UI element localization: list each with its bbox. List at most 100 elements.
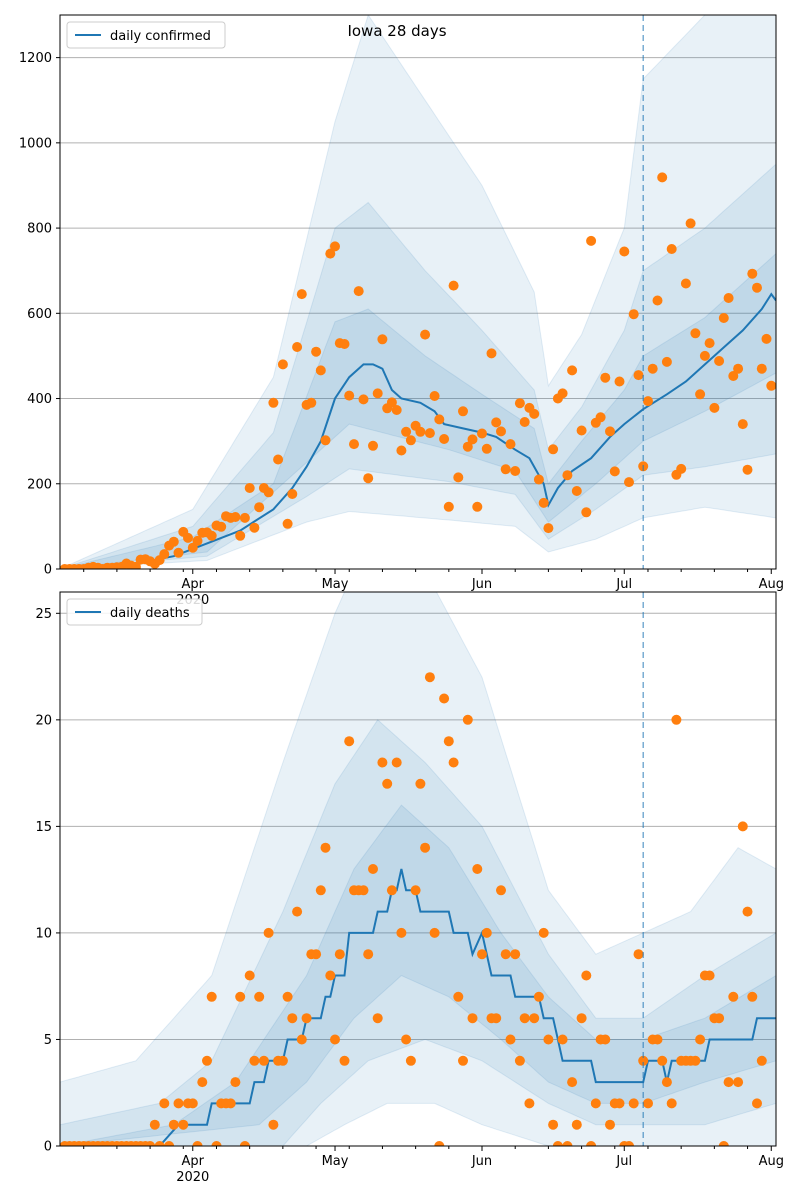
observed-point bbox=[377, 334, 388, 345]
observed-point bbox=[538, 927, 549, 938]
observed-point bbox=[230, 1077, 241, 1088]
observed-point bbox=[216, 521, 227, 532]
observed-point bbox=[491, 1013, 502, 1024]
observed-point bbox=[742, 906, 753, 917]
observed-point bbox=[448, 757, 459, 768]
observed-point bbox=[595, 412, 606, 423]
observed-point bbox=[562, 470, 573, 481]
x-tick-label: Jul bbox=[615, 577, 632, 592]
observed-point bbox=[330, 241, 340, 252]
chart-title: Iowa 28 days bbox=[347, 22, 446, 40]
observed-point bbox=[657, 172, 668, 183]
observed-point bbox=[514, 1055, 525, 1066]
observed-point bbox=[358, 885, 369, 896]
observed-point bbox=[756, 363, 767, 374]
observed-point bbox=[292, 906, 303, 917]
observed-point bbox=[415, 426, 426, 437]
observed-point bbox=[505, 1034, 516, 1045]
observed-point bbox=[254, 502, 265, 513]
observed-point bbox=[334, 949, 345, 960]
observed-point bbox=[462, 714, 473, 725]
observed-point bbox=[695, 1034, 706, 1045]
observed-point bbox=[548, 1119, 559, 1130]
observed-point bbox=[728, 991, 739, 1002]
observed-point bbox=[339, 1055, 350, 1066]
observed-point bbox=[405, 435, 416, 446]
observed-point bbox=[268, 1119, 279, 1130]
observed-point bbox=[225, 1098, 236, 1109]
observed-point bbox=[391, 405, 402, 415]
observed-point bbox=[766, 380, 776, 391]
observed-point bbox=[619, 246, 630, 257]
observed-point bbox=[301, 1013, 312, 1024]
observed-point bbox=[230, 512, 241, 522]
observed-point bbox=[368, 440, 378, 451]
observed-point bbox=[538, 497, 549, 508]
observed-point bbox=[235, 991, 246, 1002]
observed-point bbox=[268, 397, 279, 408]
observed-point bbox=[311, 346, 322, 357]
observed-point bbox=[590, 1098, 601, 1109]
observed-point bbox=[723, 293, 734, 303]
observed-point bbox=[415, 778, 426, 789]
observed-point bbox=[543, 523, 554, 534]
observed-point bbox=[652, 1034, 663, 1045]
observed-point bbox=[258, 1055, 269, 1066]
x-tick-label: Apr bbox=[182, 1154, 205, 1169]
observed-point bbox=[680, 278, 691, 289]
observed-point bbox=[277, 359, 288, 370]
observed-point bbox=[254, 991, 265, 1002]
observed-point bbox=[282, 991, 293, 1002]
observed-point bbox=[723, 1077, 734, 1088]
observed-point bbox=[685, 218, 696, 229]
model-line-confirmed bbox=[60, 292, 776, 569]
observed-point bbox=[652, 295, 663, 306]
observed-point bbox=[263, 487, 274, 498]
observed-point bbox=[605, 1119, 615, 1130]
observed-point bbox=[325, 970, 336, 981]
observed-point bbox=[562, 1141, 573, 1146]
observed-point bbox=[543, 1034, 554, 1045]
y-tick-label: 200 bbox=[27, 477, 52, 492]
observed-point bbox=[600, 372, 611, 383]
observed-point bbox=[439, 693, 450, 704]
y-tick-label: 5 bbox=[44, 1033, 52, 1048]
observed-point bbox=[273, 454, 284, 465]
observed-point bbox=[372, 1013, 383, 1024]
observed-point bbox=[510, 949, 521, 960]
observed-point bbox=[401, 1034, 412, 1045]
observed-point bbox=[519, 417, 530, 427]
observed-point bbox=[420, 842, 431, 853]
observed-point bbox=[477, 428, 487, 439]
observed-point bbox=[747, 268, 758, 279]
uncertainty-band-3 bbox=[60, 252, 776, 569]
legend: daily confirmed bbox=[66, 21, 226, 49]
observed-point bbox=[586, 1141, 597, 1146]
observed-point bbox=[718, 313, 729, 323]
x-tick-label: May bbox=[322, 1154, 349, 1169]
observed-point bbox=[666, 244, 677, 254]
observed-point bbox=[372, 388, 383, 399]
x-tick-label: Aug bbox=[759, 1154, 784, 1169]
x-tick-sublabel: 2020 bbox=[176, 1170, 209, 1185]
y-tick-label: 0 bbox=[44, 1140, 52, 1155]
observed-point bbox=[405, 1055, 416, 1066]
observed-point bbox=[643, 396, 653, 407]
observed-point bbox=[500, 464, 511, 475]
y-tick-label: 1200 bbox=[19, 51, 52, 66]
observed-point bbox=[320, 842, 331, 853]
observed-point bbox=[277, 1055, 288, 1066]
observed-point bbox=[571, 486, 582, 496]
observed-point bbox=[401, 426, 412, 437]
observed-point bbox=[462, 441, 473, 452]
y-tick-label: 25 bbox=[35, 607, 52, 622]
observed-point bbox=[154, 1141, 165, 1146]
observed-point bbox=[192, 535, 203, 546]
observed-point bbox=[206, 530, 217, 541]
observed-point bbox=[453, 472, 464, 483]
observed-point bbox=[296, 1034, 307, 1045]
observed-point bbox=[552, 1141, 563, 1146]
observed-point bbox=[349, 439, 359, 450]
observed-point bbox=[704, 970, 715, 981]
